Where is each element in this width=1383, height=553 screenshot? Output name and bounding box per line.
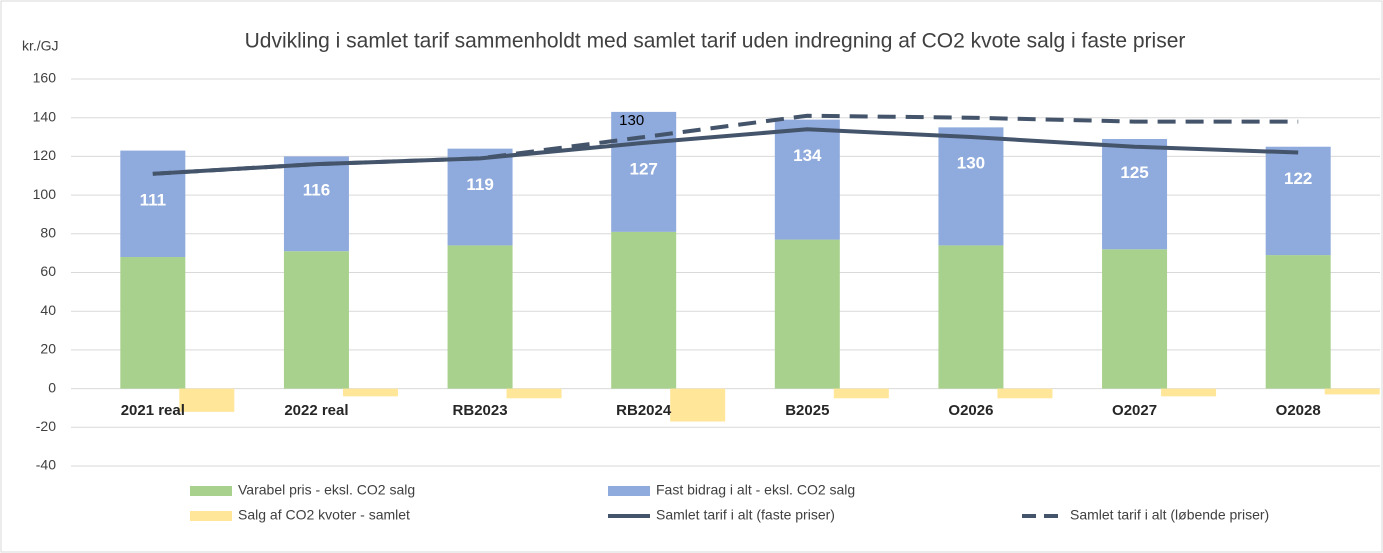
data-label: 116	[303, 181, 330, 200]
x-tick-label: O2026	[948, 402, 993, 419]
data-label: 125	[1120, 163, 1148, 182]
bar-segment	[120, 257, 186, 389]
bar-segment	[611, 231, 677, 389]
y-tick-label: 60	[40, 263, 56, 279]
bar-segment	[283, 156, 349, 252]
y-tick-label: 0	[48, 379, 56, 395]
bar	[670, 388, 726, 422]
bar-segment	[611, 111, 677, 232]
bar-segment	[1102, 249, 1168, 389]
y-tick-label: 80	[40, 225, 56, 241]
line	[152, 127, 1299, 176]
data-label: 127	[630, 159, 658, 178]
bar-segment	[1102, 138, 1168, 250]
y-tick-label: 100	[33, 186, 57, 202]
legend-label: Fast bidrag i alt - eksl. CO2 salg	[656, 482, 855, 498]
data-label: 119	[466, 175, 493, 194]
bar-segment	[1265, 146, 1331, 256]
data-label: 134	[793, 146, 822, 165]
y-tick-label: -40	[36, 457, 56, 473]
legend-label: Salg af CO2 kvoter - samlet	[238, 507, 410, 523]
x-tick-label: RB2023	[453, 402, 508, 419]
legend-label: Samlet tarif i alt (løbende priser)	[1070, 507, 1269, 523]
legend-swatch	[190, 486, 232, 496]
chart-title: Udvikling i samlet tarif sammenholdt med…	[245, 30, 1186, 53]
bar-segment	[283, 251, 349, 389]
bar-segment	[938, 127, 1004, 246]
y-axis-label: kr./GJ	[22, 38, 59, 54]
x-tick-label: O2027	[1112, 402, 1157, 419]
legend-swatch	[608, 486, 650, 496]
x-tick-label: RB2024	[616, 402, 672, 419]
bar	[342, 388, 398, 397]
legend-label: Varabel pris - eksl. CO2 salg	[238, 482, 415, 498]
bar-segment	[938, 245, 1004, 389]
x-tick-label: 2021 real	[121, 402, 185, 419]
bar-segment	[120, 150, 186, 258]
data-label: 130	[619, 112, 644, 129]
bar	[1324, 388, 1380, 395]
y-tick-label: 40	[40, 302, 56, 318]
data-label: 130	[957, 154, 985, 173]
bar-segment	[447, 245, 513, 389]
bar-segment	[774, 119, 840, 240]
dashed-line	[152, 113, 1299, 176]
y-tick-label: 120	[33, 147, 57, 163]
legend-swatch	[190, 511, 232, 521]
bar-segment	[447, 148, 513, 246]
bar	[997, 388, 1053, 399]
y-tick-label: 20	[40, 341, 56, 357]
y-tick-label: -20	[36, 418, 56, 434]
bar	[833, 388, 889, 399]
legend-label: Samlet tarif i alt (faste priser)	[656, 507, 835, 523]
x-tick-label: O2028	[1276, 402, 1321, 419]
bar-segment	[1265, 255, 1331, 389]
data-label: 122	[1284, 169, 1312, 188]
bar	[506, 388, 562, 399]
bar	[1161, 388, 1217, 397]
bar	[179, 388, 235, 412]
x-tick-label: B2025	[785, 402, 829, 419]
bar-segment	[774, 239, 840, 389]
y-tick-label: 160	[33, 70, 57, 86]
x-tick-label: 2022 real	[284, 402, 348, 419]
data-label: 111	[140, 190, 167, 209]
y-tick-label: 140	[33, 108, 57, 124]
